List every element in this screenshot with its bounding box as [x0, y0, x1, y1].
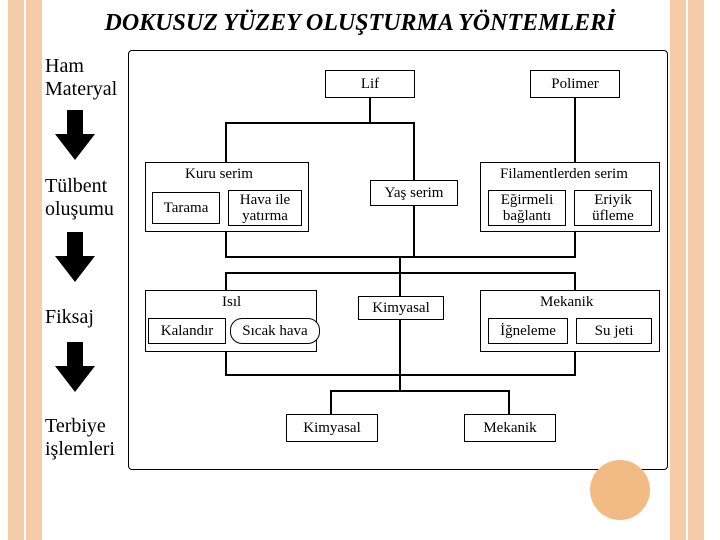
page-title: DOKUSUZ YÜZEY OLUŞTURMA YÖNTEMLERİ [0, 10, 720, 37]
conn [574, 232, 576, 256]
label-kuru-serim: Kuru serim [185, 166, 253, 183]
node-hava: Hava ileyatırma [228, 190, 302, 226]
conn [399, 256, 401, 272]
conn [330, 390, 510, 392]
label-finishing: Terbiyeişlemleri [45, 415, 115, 461]
arrow-3 [55, 342, 95, 392]
label-filament-serim: Filamentlerden serim [500, 166, 628, 183]
stripe-4 [688, 0, 704, 540]
diagram-frame [128, 50, 668, 470]
node-egirmeli: Eğirmelibağlantı [488, 190, 566, 226]
conn [225, 122, 415, 124]
label-web-formation: Tülbentoluşumu [45, 175, 114, 221]
conn [225, 122, 227, 162]
conn [413, 122, 415, 180]
node-tarama: Tarama [152, 192, 220, 224]
conn [574, 98, 576, 162]
arrow-2 [55, 232, 95, 282]
conn [225, 272, 227, 290]
decor-circle [590, 460, 650, 520]
label-mekanik: Mekanik [540, 294, 593, 311]
node-kimyasal-2: Kimyasal [286, 414, 378, 442]
stripe-3 [670, 0, 686, 540]
label-fixation: Fiksaj [45, 306, 94, 329]
conn [330, 390, 332, 414]
node-mekanik-2: Mekanik [464, 414, 556, 442]
conn [574, 272, 576, 290]
conn [399, 374, 401, 390]
node-yas-serim: Yaş serim [370, 180, 458, 206]
node-kalandir: Kalandır [148, 318, 226, 344]
conn [225, 352, 227, 374]
node-lif: Lif [325, 70, 415, 98]
label-raw-material: HamMateryal [45, 55, 117, 101]
label-isil: Isıl [222, 294, 241, 311]
conn [508, 390, 510, 414]
node-sujeti: Su jeti [576, 318, 652, 344]
node-kimyasal: Kimyasal [358, 296, 444, 320]
conn [399, 272, 401, 296]
stripe-1 [8, 0, 24, 540]
arrow-1 [55, 110, 95, 160]
conn [413, 206, 415, 256]
conn [399, 320, 401, 374]
conn [574, 352, 576, 374]
node-igneleme: İğneleme [488, 318, 568, 344]
stripe-2 [26, 0, 42, 540]
conn [369, 98, 371, 122]
node-sicak: Sıcak hava [230, 318, 320, 344]
node-eriyik: Eriyiküfleme [574, 190, 652, 226]
node-polimer: Polimer [530, 70, 620, 98]
conn [225, 232, 227, 256]
